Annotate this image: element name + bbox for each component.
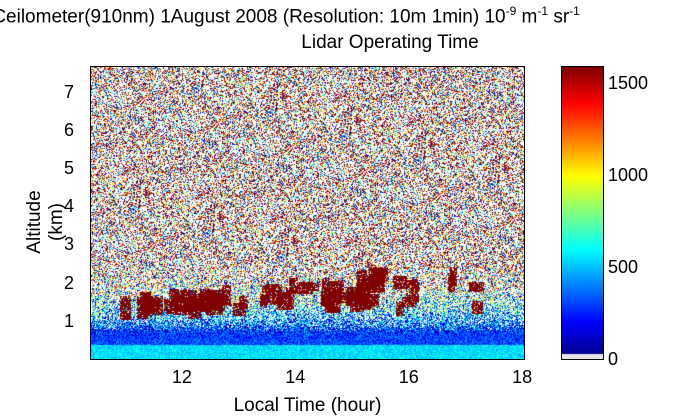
- y-tick-label: 4: [64, 196, 75, 217]
- colorbar-gradient: [562, 67, 603, 359]
- x-axis-label: Local Time (hour): [233, 395, 382, 416]
- y-tick-label: 7: [64, 81, 75, 102]
- x-tick-label: 14: [285, 367, 306, 387]
- chart-title-line1: -Ceilometer(910nm) 1August 2008 (Resolut…: [0, 4, 580, 28]
- y-tick-label: 5: [64, 158, 75, 179]
- y-tick-label: 6: [64, 119, 75, 140]
- x-tick-label: 12: [171, 367, 192, 387]
- chart-title-line2: Lidar Operating Time: [301, 32, 479, 53]
- heatmap-plot-area: [90, 66, 525, 360]
- y-axis-label: Altitude (km): [24, 190, 67, 254]
- colorbar-tick-label: 500: [608, 257, 639, 278]
- x-tick-label: 16: [398, 367, 419, 387]
- colorbar: [561, 66, 604, 360]
- x-tick-label: 18: [512, 367, 533, 387]
- colorbar-tick-label: 0: [608, 349, 619, 369]
- colorbar-tick-label: 1500: [608, 73, 649, 94]
- y-tick-label: 1: [64, 310, 75, 331]
- y-tick-label: 3: [64, 234, 75, 255]
- heatmap-cells: [91, 67, 524, 359]
- y-tick-label: 2: [64, 272, 75, 293]
- colorbar-tick-label: 1000: [608, 165, 649, 186]
